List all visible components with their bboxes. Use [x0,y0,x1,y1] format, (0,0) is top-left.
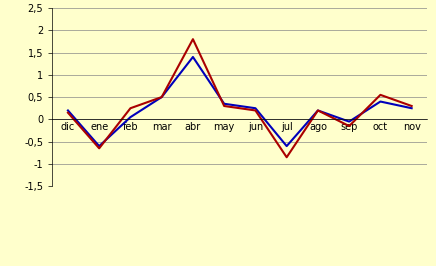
España [378,100,383,103]
España [284,144,290,148]
Line: España: España [68,57,412,146]
España [347,120,352,123]
Región de Murcia [315,109,320,112]
Line: Región de Murcia: Región de Murcia [68,39,412,157]
Región de Murcia [284,156,290,159]
Región de Murcia [409,105,414,108]
Región de Murcia [65,111,71,114]
España [221,102,227,105]
Región de Murcia [128,107,133,110]
España [190,55,195,59]
Región de Murcia [159,95,164,99]
Región de Murcia [190,38,195,41]
Región de Murcia [253,109,258,112]
Región de Murcia [378,93,383,97]
Región de Murcia [347,124,352,128]
España [65,109,71,112]
España [159,95,164,99]
España [253,107,258,110]
España [128,115,133,119]
Región de Murcia [97,147,102,150]
España [97,144,102,148]
España [409,107,414,110]
España [315,109,320,112]
Región de Murcia [221,105,227,108]
